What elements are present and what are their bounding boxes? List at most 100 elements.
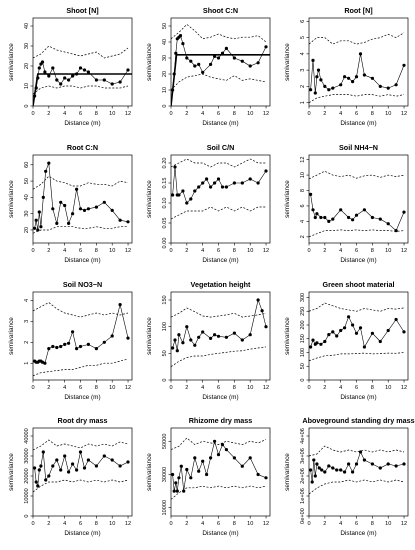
data-point	[213, 439, 217, 443]
x-axis-label: Distance (m)	[340, 394, 376, 401]
y-tick-label: 10	[300, 172, 306, 178]
y-tick-label: 250	[300, 307, 306, 316]
data-point	[59, 82, 63, 86]
data-point	[63, 203, 67, 208]
observed-series-line	[310, 194, 405, 232]
y-tick-label: 150	[300, 334, 306, 343]
data-point	[311, 58, 315, 63]
data-point	[339, 468, 343, 472]
x-tick-label: 4	[339, 248, 342, 254]
data-point	[232, 331, 236, 335]
y-tick-label: 30	[24, 43, 30, 49]
y-tick-label: 10	[162, 87, 168, 93]
data-point	[309, 192, 313, 196]
data-point	[351, 323, 355, 327]
data-point	[43, 361, 47, 365]
data-point	[315, 75, 319, 79]
y-tick-label: 1e+06	[300, 488, 306, 504]
data-point	[55, 221, 59, 225]
data-point	[248, 456, 252, 460]
x-tick-label: 6	[217, 248, 220, 254]
plot-area	[171, 437, 268, 500]
x-tick-label: 4	[201, 385, 204, 391]
data-point	[370, 331, 374, 335]
y-tick-label: 5	[300, 36, 306, 39]
data-point	[173, 165, 177, 169]
data-point	[126, 460, 130, 464]
data-point	[402, 462, 406, 466]
data-point	[327, 88, 331, 92]
data-point	[224, 185, 228, 189]
data-point	[102, 454, 106, 458]
data-point	[172, 489, 176, 493]
y-tick-label: 1	[300, 101, 306, 104]
data-point	[362, 208, 366, 212]
data-point	[37, 468, 41, 472]
y-tick-label: 2	[24, 341, 30, 344]
data-point	[313, 91, 317, 95]
x-tick-label: 2	[185, 111, 188, 117]
data-point	[86, 207, 90, 211]
data-point	[118, 218, 122, 222]
data-point	[386, 328, 390, 333]
data-point	[51, 344, 55, 349]
observed-series-line	[310, 451, 405, 483]
plot-area	[309, 445, 406, 495]
data-point	[331, 86, 335, 90]
data-point	[224, 46, 228, 51]
x-tick-label: 4	[339, 385, 342, 391]
data-point	[354, 213, 359, 217]
data-point	[197, 185, 201, 189]
x-tick-label: 2	[323, 248, 326, 254]
x-axis-label: Distance (m)	[64, 394, 100, 401]
x-tick-label: 12	[125, 521, 131, 527]
y-tick-label: 0	[300, 378, 306, 381]
x-tick-label: 10	[385, 248, 391, 254]
data-point	[181, 189, 185, 193]
plot-area	[33, 439, 130, 493]
data-point	[209, 336, 213, 340]
data-point	[78, 66, 83, 70]
data-point	[175, 489, 179, 493]
envelope-upper-line	[309, 445, 405, 457]
y-tick-label: 300	[300, 293, 306, 302]
data-point	[209, 185, 213, 189]
y-tick-label: 50	[162, 23, 168, 29]
data-point	[118, 303, 122, 307]
data-point	[343, 470, 347, 474]
data-point	[193, 189, 197, 193]
panel: Soil C/N 0 2 4 6 8 10 12 0.00 0.05 0.10 0.15 0.20 Dis…	[146, 143, 271, 264]
data-point	[378, 217, 382, 221]
data-point	[201, 330, 205, 334]
panel-title: Root [N]	[344, 6, 372, 15]
x-axis-label: Distance (m)	[340, 120, 376, 127]
data-point	[312, 458, 316, 462]
plot-frame	[32, 291, 133, 381]
y-tick-label: 150	[162, 295, 168, 304]
data-point	[347, 315, 351, 319]
y-tick-label: 60	[24, 162, 30, 168]
panel: Aboveground standing dry mass 0 2 4 6 8 10 12 0e…	[284, 416, 415, 537]
data-point	[339, 208, 343, 212]
data-point	[63, 342, 67, 346]
x-tick-label: 6	[355, 385, 358, 391]
data-point	[256, 181, 260, 185]
y-tick-label: 100	[300, 348, 306, 357]
data-point	[347, 215, 351, 220]
x-axis-label: Distance (m)	[64, 120, 100, 127]
data-point	[40, 360, 45, 364]
data-point	[323, 215, 327, 220]
plot-area	[171, 298, 268, 367]
y-tick-label: 4	[24, 299, 30, 302]
data-point	[185, 325, 189, 329]
data-point	[402, 63, 406, 67]
panel: Green shoot material 0 2 4 6 8 10 12 0 50 100 150 20…	[284, 280, 409, 401]
plot-frame	[32, 427, 133, 517]
data-point	[36, 484, 40, 488]
data-point	[331, 466, 335, 470]
data-point	[36, 228, 40, 232]
data-point	[209, 62, 213, 66]
data-point	[181, 42, 185, 46]
x-tick-label: 12	[263, 248, 269, 254]
data-point	[327, 219, 331, 223]
